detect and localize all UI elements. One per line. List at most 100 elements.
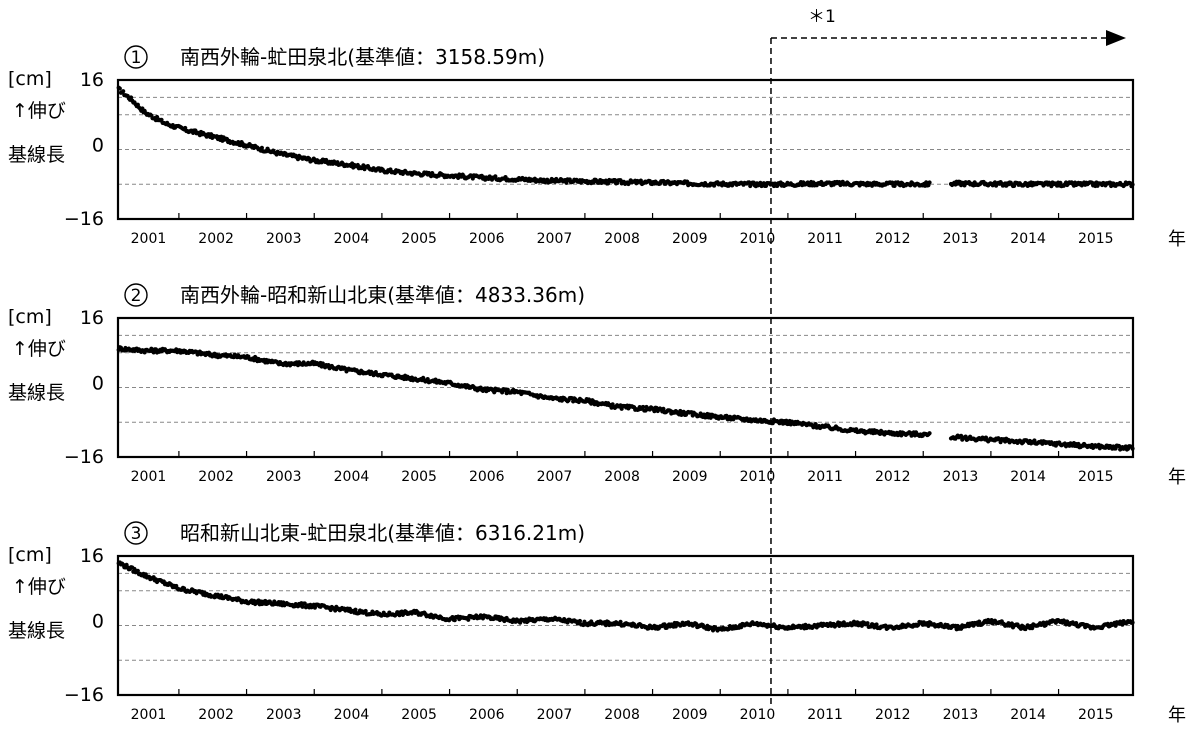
x-tick-label: 2004 (334, 231, 370, 247)
x-tick-label: 2004 (334, 469, 370, 485)
data-point (363, 608, 368, 614)
x-tick-label: 2015 (1078, 707, 1114, 723)
data-series (116, 560, 1135, 633)
y-label-line-2: 基線長 (8, 382, 65, 404)
y-tick-label: 0 (92, 373, 104, 395)
data-point (662, 622, 667, 627)
x-tick-label: 2003 (266, 469, 302, 485)
data-point (924, 180, 929, 185)
y-tick-label: −16 (64, 446, 104, 468)
panel-number: 3 (131, 524, 142, 544)
y-label-line-1: ↑伸び (12, 576, 66, 598)
x-tick-label: 2007 (537, 469, 573, 485)
data-point (710, 628, 716, 633)
data-point (865, 621, 870, 626)
data-point (739, 625, 744, 630)
x-axis-label: 年 (1168, 229, 1186, 250)
data-series (116, 345, 1135, 452)
data-point (640, 404, 646, 410)
x-tick-label: 2004 (334, 707, 370, 723)
y-tick-label: 16 (80, 69, 104, 91)
plot-frame (116, 78, 1135, 221)
x-tick-label: 2007 (537, 707, 573, 723)
y-tick-label: −16 (64, 684, 104, 706)
data-point (564, 180, 569, 185)
x-tick-label: 2008 (604, 231, 640, 247)
y-unit-label: [cm] (8, 68, 52, 90)
x-tick-label: 2010 (740, 469, 776, 485)
x-axis-label: 年 (1168, 467, 1186, 488)
y-label-line-1: ↑伸び (12, 338, 66, 360)
y-tick-label: 16 (80, 545, 104, 567)
x-tick-label: 2013 (943, 231, 979, 247)
x-tick-label: 2003 (266, 231, 302, 247)
panel-number-circle (124, 283, 148, 307)
data-point (577, 618, 583, 624)
y-tick-label: 0 (92, 135, 104, 157)
x-tick-label: 2006 (469, 469, 505, 485)
panel-title: 南西外輪-虻田泉北(基準値：3158.59m) (180, 45, 545, 69)
data-point (121, 89, 126, 94)
x-tick-label: 2008 (604, 707, 640, 723)
x-tick-label: 2003 (266, 707, 302, 723)
data-point (135, 568, 140, 573)
data-point (927, 431, 932, 436)
data-point (813, 421, 818, 427)
star-annotation: ＊1 (770, 7, 1126, 46)
x-tick-label: 2007 (537, 231, 573, 247)
x-tick-label: 2014 (1010, 231, 1046, 247)
x-tick-label: 2005 (401, 707, 437, 723)
data-point (1012, 183, 1017, 188)
y-unit-label: [cm] (8, 306, 52, 328)
x-tick-label: 2011 (807, 469, 843, 485)
data-point (1076, 441, 1081, 447)
data-point (926, 623, 931, 629)
data-point (724, 413, 729, 418)
x-tick-label: 2013 (943, 469, 979, 485)
x-tick-label: 2008 (604, 469, 640, 485)
x-tick-label: 2002 (198, 231, 234, 247)
x-tick-label: 2009 (672, 707, 708, 723)
data-point (259, 145, 264, 150)
x-tick-label: 2009 (672, 231, 708, 247)
x-tick-label: 2005 (401, 469, 437, 485)
data-point (652, 409, 657, 414)
x-tick-label: 2012 (875, 707, 911, 723)
y-tick-label: 16 (80, 307, 104, 329)
data-point (694, 621, 699, 626)
annotation-label: ＊1 (808, 7, 836, 27)
panel-title: 昭和新山北東-虻田泉北(基準値：6316.21m) (180, 521, 585, 545)
data-point (618, 619, 623, 624)
panel-number: 2 (131, 286, 142, 306)
x-axis-label: 年 (1168, 705, 1186, 726)
data-point (927, 180, 932, 185)
x-tick-label: 2011 (807, 707, 843, 723)
panel-title: 南西外輪-昭和新山北東(基準値：4833.36m) (180, 283, 585, 307)
x-tick-label: 2002 (198, 707, 234, 723)
y-label-line-1: ↑伸び (12, 100, 66, 122)
y-label-line-2: 基線長 (8, 144, 65, 166)
data-point (661, 406, 666, 411)
x-tick-label: 2014 (1010, 707, 1046, 723)
data-point (353, 607, 358, 612)
data-point (603, 623, 608, 628)
x-tick-label: 2002 (198, 469, 234, 485)
x-tick-label: 2015 (1078, 231, 1114, 247)
x-tick-label: 2006 (469, 707, 505, 723)
x-tick-label: 2013 (943, 707, 979, 723)
x-tick-label: 2011 (807, 231, 843, 247)
data-point (466, 617, 471, 622)
data-point (300, 604, 305, 609)
y-label-line-2: 基線長 (8, 620, 65, 642)
x-tick-label: 2006 (469, 231, 505, 247)
panel-number-circle (124, 521, 148, 545)
plot-frame (116, 316, 1135, 459)
annotation-arrow-head (1106, 30, 1126, 46)
data-point (612, 178, 618, 183)
plot-frame (116, 554, 1135, 697)
x-tick-label: 2014 (1010, 469, 1046, 485)
